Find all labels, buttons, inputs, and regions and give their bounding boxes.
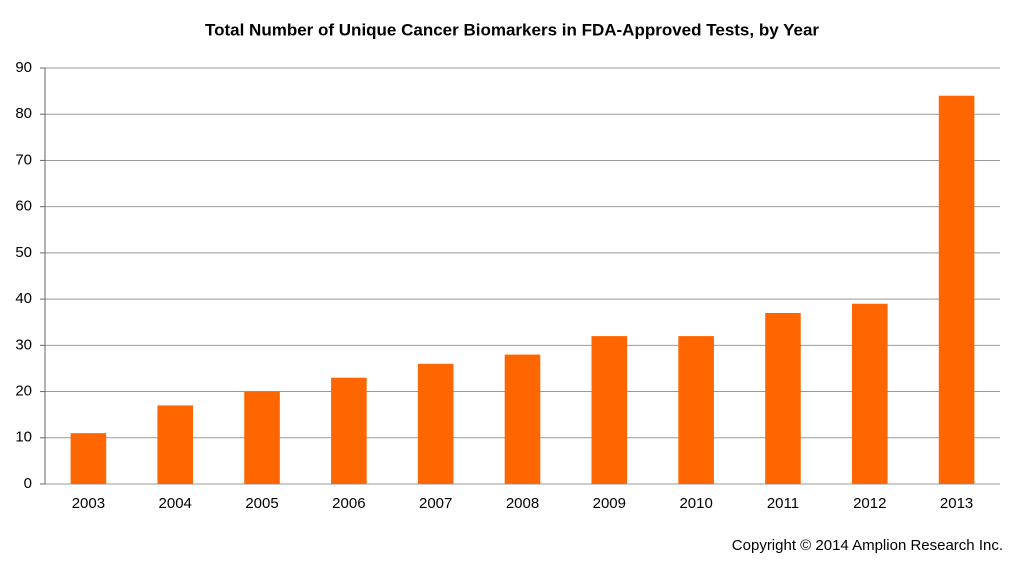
y-tick-label: 80 bbox=[15, 105, 32, 122]
bar bbox=[678, 336, 714, 484]
bar bbox=[417, 363, 454, 484]
x-tick-label: 2011 bbox=[767, 495, 799, 512]
x-tick-label: 2010 bbox=[679, 495, 712, 512]
y-tick-label: 50 bbox=[15, 244, 32, 261]
x-tick-label: 2008 bbox=[506, 495, 539, 512]
copyright: Copyright © 2014 Amplion Research Inc. bbox=[732, 537, 1003, 554]
chart-title: Total Number of Unique Cancer Biomarkers… bbox=[205, 20, 819, 39]
y-tick-label: 70 bbox=[15, 151, 32, 168]
bar bbox=[157, 405, 194, 484]
bar bbox=[504, 354, 541, 484]
bar bbox=[851, 303, 888, 484]
bar bbox=[331, 377, 367, 484]
y-tick-label: 40 bbox=[15, 290, 32, 307]
bar bbox=[938, 95, 975, 484]
x-tick-label: 2013 bbox=[940, 495, 973, 512]
y-tick-label: 30 bbox=[15, 336, 32, 353]
y-tick-label: 90 bbox=[15, 59, 32, 76]
x-tick-label: 2009 bbox=[593, 495, 626, 512]
x-tick-label: 2004 bbox=[159, 495, 192, 512]
y-tick-label: 10 bbox=[15, 429, 32, 446]
y-tick-label: 20 bbox=[15, 383, 32, 400]
bar bbox=[765, 312, 801, 484]
x-tick-label: 2005 bbox=[245, 495, 278, 512]
y-tick-label: 0 bbox=[24, 475, 32, 492]
y-tick-label: 60 bbox=[15, 198, 32, 215]
x-tick-label: 2012 bbox=[853, 495, 886, 512]
bar bbox=[591, 336, 628, 484]
bar bbox=[244, 391, 280, 484]
bar bbox=[70, 433, 107, 484]
x-tick-label: 2007 bbox=[419, 495, 452, 512]
x-tick-label: 2003 bbox=[72, 495, 105, 512]
x-tick-label: 2006 bbox=[332, 495, 365, 512]
